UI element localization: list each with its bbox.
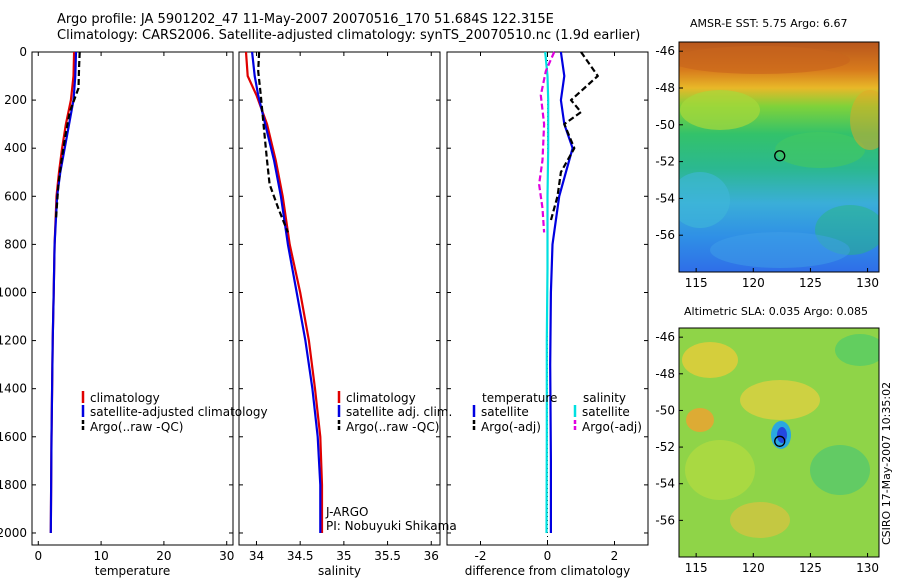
series-line-argo-raw-qc-	[257, 51, 289, 233]
x-tick-label: 20	[156, 549, 171, 563]
x-axis-label: difference from climatology	[465, 564, 631, 578]
y-tick-label: 200	[4, 93, 27, 107]
series-line-argo-raw-qc-	[54, 51, 81, 221]
y-tick-label: 400	[4, 141, 27, 155]
y-tick-label: 800	[4, 237, 27, 251]
y-tick-label: 1200	[0, 334, 27, 348]
legend-header-salinity: salinity	[583, 391, 626, 405]
y-tick-label: -50	[655, 118, 675, 132]
temperature-legend: climatology satellite-adjusted climatolo…	[81, 391, 268, 434]
y-tick-label: 1400	[0, 382, 27, 396]
y-tick-label: -52	[655, 440, 675, 454]
x-tick-label: 130	[856, 276, 879, 290]
x-axis-label: temperature	[95, 564, 170, 578]
series-line-satellite-adj-clim-	[251, 51, 322, 533]
legend-label: satellite adj. clim.	[346, 405, 452, 419]
series-line-climatology	[244, 51, 324, 533]
y-tick-label: -48	[655, 367, 675, 381]
legend-label: satellite	[582, 405, 630, 419]
x-tick-label: 0	[544, 549, 552, 563]
x-tick-label: 36	[424, 549, 439, 563]
x-axis-label: salinity	[318, 564, 361, 578]
x-tick-label: 35.5	[374, 549, 401, 563]
y-tick-label: -50	[655, 403, 675, 417]
series-line-salinity-argo-adj-	[537, 51, 556, 233]
x-tick-label: 35	[336, 549, 351, 563]
legend-label: satellite	[481, 405, 529, 419]
difference-legend: temperature salinity satellite Argo(-adj…	[472, 391, 642, 434]
x-tick-label: 30	[219, 549, 234, 563]
x-tick-label: 115	[685, 276, 708, 290]
y-tick-label: -46	[655, 44, 675, 58]
annotation-program: J-ARGO	[325, 505, 368, 519]
y-tick-label: -52	[655, 155, 675, 169]
argo-location-marker	[774, 435, 786, 447]
y-tick-label: -56	[655, 228, 675, 242]
y-tick-label: -46	[655, 330, 675, 344]
sla-map	[679, 328, 879, 557]
legend-label: Argo(-adj)	[481, 420, 541, 434]
legend-label: Argo(..raw -QC)	[90, 420, 183, 434]
timestamp-label: CSIRO 17-May-2007 10:35:02	[880, 382, 893, 545]
y-tick-label: -56	[655, 513, 675, 527]
x-tick-label: -2	[475, 549, 487, 563]
figure-title-line2: Climatology: CARS2006. Satellite-adjuste…	[57, 28, 641, 43]
x-tick-label: 10	[93, 549, 108, 563]
x-tick-label: 120	[742, 561, 765, 575]
series-line-temperature-argo-adj-	[549, 51, 599, 221]
temperature-panel-axes: 0 10 20 30 0 200 400 600 800 1000 1200 1400 1600 1800…	[0, 45, 234, 578]
sla-map-axes: 115 120 125 130 -46 -48 -50 -52 -54 -56	[655, 330, 879, 575]
salinity-legend: climatology satellite adj. clim. Argo(..…	[325, 391, 457, 533]
legend-label: climatology	[346, 391, 416, 405]
y-tick-label: 1600	[0, 430, 27, 444]
series-line-salinity-satellite	[544, 51, 550, 534]
x-tick-label: 0	[34, 549, 42, 563]
sst-map	[679, 42, 879, 272]
y-tick-label: 1800	[0, 478, 27, 492]
sst-map-title: AMSR-E SST: 5.75 Argo: 6.67	[690, 17, 848, 30]
x-tick-label: 125	[799, 276, 822, 290]
argo-location-marker	[774, 150, 786, 162]
figure-title-line1: Argo profile: JA 5901202_47 11-May-2007 …	[57, 12, 554, 27]
series-line-satellite-adjusted-climatology	[49, 51, 78, 534]
plot-frame	[238, 51, 441, 546]
x-tick-label: 120	[742, 276, 765, 290]
y-tick-label: -54	[655, 477, 675, 491]
y-tick-label: -54	[655, 191, 675, 205]
y-tick-label: 600	[4, 189, 27, 203]
x-tick-label: 130	[856, 561, 879, 575]
x-tick-label: 2	[611, 549, 619, 563]
plot-frame	[31, 51, 234, 546]
legend-label: climatology	[90, 391, 160, 405]
annotation-pi: PI: Nobuyuki Shikama	[326, 519, 457, 533]
sla-map-title: Altimetric SLA: 0.035 Argo: 0.085	[684, 305, 869, 318]
sst-map-axes: 115 120 125 130 -46 -48 -50 -52 -54 -56	[655, 44, 879, 290]
series-layer	[49, 51, 599, 534]
x-tick-label: 125	[799, 561, 822, 575]
y-tick-label: -48	[655, 81, 675, 95]
x-tick-label: 34.5	[287, 549, 314, 563]
y-tick-label: 0	[19, 45, 27, 59]
y-tick-label: 1000	[0, 285, 27, 299]
salinity-panel-axes: 34 34.5 35 35.5 36 salinity	[238, 51, 441, 578]
x-tick-label: 115	[685, 561, 708, 575]
legend-label: Argo(-adj)	[582, 420, 642, 434]
series-line-temperature-satellite	[549, 51, 574, 533]
legend-label: Argo(..raw -QC)	[346, 420, 439, 434]
x-tick-label: 34	[249, 549, 264, 563]
axes-layer: 0 10 20 30020040060080010001200140016001800…	[0, 44, 879, 578]
legend-label: satellite-adjusted climatology	[90, 405, 268, 419]
y-tick-label: 2000	[0, 526, 27, 540]
legend-header-temperature: temperature	[482, 391, 557, 405]
